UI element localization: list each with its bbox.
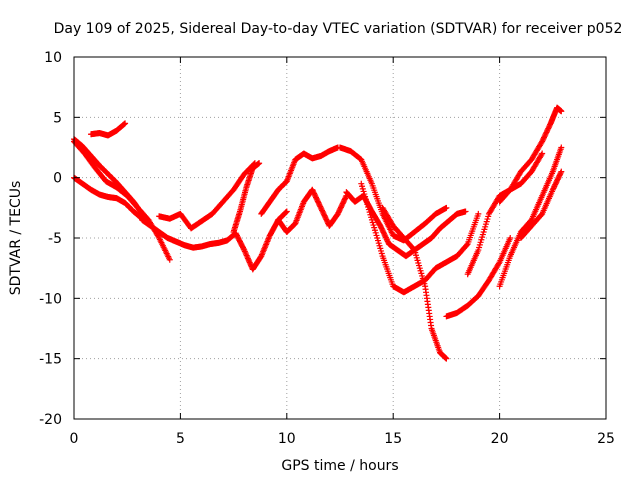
data-point [558, 108, 565, 115]
series-track-11 [343, 189, 469, 260]
data-point [241, 248, 248, 255]
data-point [241, 247, 248, 254]
data-point [245, 256, 252, 263]
data-point [256, 160, 263, 167]
data-points [71, 104, 565, 362]
data-point [558, 168, 565, 175]
axis-ticks: 0 5 10 15 20 25 -20 -15 -10 -5 0 5 10 [39, 50, 615, 447]
data-point [495, 260, 502, 267]
data-point [247, 260, 254, 267]
data-point [538, 151, 545, 158]
data-point [246, 259, 253, 266]
grid [74, 57, 606, 419]
series-track-17 [517, 168, 565, 241]
data-point [507, 235, 514, 241]
data-point [243, 251, 250, 258]
data-point [462, 208, 469, 215]
x-tick-label: 25 [597, 431, 615, 447]
y-tick-label: -20 [39, 412, 62, 428]
x-tick-label: 5 [176, 431, 185, 447]
data-point [246, 258, 253, 265]
data-point [475, 210, 482, 217]
data-point [283, 208, 290, 215]
x-axis-label: GPS time / hours [281, 458, 398, 474]
y-tick-label: -5 [48, 231, 62, 247]
series-track-18 [496, 104, 565, 205]
chart-title: Day 109 of 2025, Sidereal Day-to-day VTE… [54, 21, 623, 37]
series-track-16 [496, 144, 565, 290]
data-point [244, 253, 251, 260]
series-track-10 [337, 144, 450, 244]
data-point [166, 256, 173, 263]
data-point [243, 252, 250, 259]
y-tick-label: -10 [39, 291, 62, 307]
y-tick-label: 0 [53, 171, 62, 187]
x-tick-label: 10 [278, 431, 296, 447]
data-point [539, 150, 546, 157]
series-track-12 [358, 180, 482, 296]
data-point [244, 255, 251, 262]
x-tick-label: 20 [491, 431, 509, 447]
data-point [557, 169, 564, 176]
y-tick-label: 10 [44, 50, 62, 66]
data-point [410, 246, 417, 253]
series-track-8 [258, 144, 341, 217]
y-tick-label: 5 [53, 110, 62, 126]
series-track-14 [443, 235, 514, 320]
series-track-7 [230, 160, 263, 235]
y-tick-label: -15 [39, 352, 62, 368]
x-tick-label: 0 [70, 431, 79, 447]
data-point [558, 144, 565, 151]
x-tick-label: 15 [384, 431, 402, 447]
series-track-5 [139, 208, 290, 273]
series-track-6 [156, 160, 258, 232]
series-track-4 [88, 120, 129, 139]
series-track-9 [275, 186, 350, 235]
data-point [443, 204, 450, 211]
data-point [443, 355, 450, 362]
data-point [463, 241, 470, 248]
y-axis-label: SDTVAR / TECUs [8, 181, 24, 296]
data-point [122, 120, 129, 127]
data-point [242, 249, 249, 256]
series-track-2 [71, 138, 173, 263]
data-point [282, 209, 289, 216]
data-point [283, 209, 290, 216]
series-track-13 [379, 204, 450, 362]
